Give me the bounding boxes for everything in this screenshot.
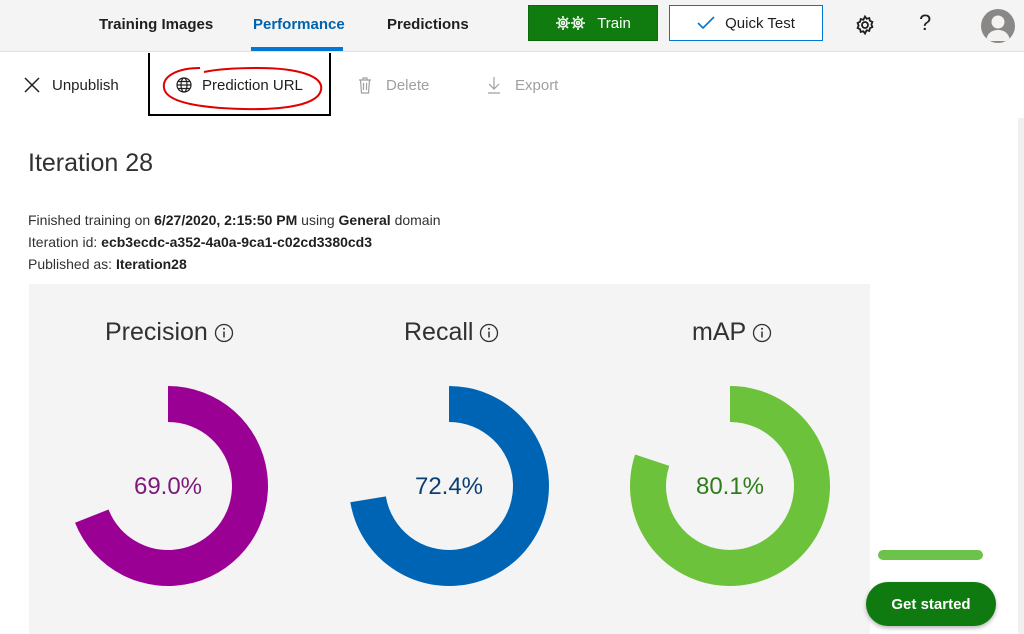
recall-title: Recall	[404, 318, 499, 347]
map-label: mAP	[692, 318, 747, 346]
published-label: Published as:	[28, 256, 116, 272]
download-arrow-icon	[488, 77, 500, 94]
domain-name: General	[338, 212, 391, 228]
tab-training-images[interactable]: Training Images	[99, 16, 214, 33]
tab-predictions[interactable]: Predictions	[387, 16, 469, 33]
published-as-line: Published as: Iteration28	[28, 256, 187, 272]
recall-label: Recall	[404, 318, 474, 346]
info-icon[interactable]	[752, 323, 772, 343]
close-icon	[24, 77, 40, 93]
top-navigation-bar: Training Images Performance Predictions …	[0, 0, 1024, 52]
tab-performance[interactable]: Performance	[253, 16, 345, 33]
precision-label: Precision	[105, 318, 208, 346]
help-button[interactable]: ?	[919, 10, 932, 35]
red-annotation-scribble	[162, 66, 323, 111]
info-icon[interactable]	[479, 323, 499, 343]
map-donut-chart: 80.1%	[630, 386, 830, 586]
focus-outline	[148, 53, 331, 116]
info-icon[interactable]	[214, 323, 234, 343]
trash-icon	[359, 76, 371, 94]
delete-button[interactable]: Delete	[358, 74, 429, 96]
finished-prefix: Finished training on	[28, 212, 155, 228]
quick-test-button[interactable]: Quick Test	[669, 5, 823, 41]
map-title: mAP	[692, 318, 772, 347]
map-value: 80.1%	[696, 473, 764, 500]
iteration-id-value: ecb3ecdc-a352-4a0a-9ca1-c02cd3380cd3	[101, 234, 373, 250]
checkmark-icon	[697, 16, 715, 30]
user-avatar[interactable]	[981, 9, 1015, 43]
active-tab-indicator	[251, 47, 343, 51]
get-started-button[interactable]: Get started	[866, 582, 996, 626]
unpublish-button[interactable]: Unpublish	[24, 74, 119, 96]
training-finished-line: Finished training on 6/27/2020, 2:15:50 …	[28, 212, 441, 228]
iteration-title: Iteration 28	[28, 149, 154, 177]
map-arc	[630, 386, 830, 586]
recall-value: 72.4%	[415, 473, 483, 500]
unpublish-label: Unpublish	[52, 76, 119, 94]
train-button[interactable]: Train	[528, 5, 658, 41]
finished-date: 6/27/2020, 2:15:50 PM	[154, 212, 298, 228]
precision-donut-chart: 69.0%	[75, 386, 268, 586]
quick-test-label: Quick Test	[725, 14, 795, 32]
gears-icon	[556, 16, 586, 30]
export-button[interactable]: Export	[487, 74, 558, 96]
export-label: Export	[515, 76, 559, 94]
published-value: Iteration28	[115, 256, 187, 272]
train-label: Train	[597, 14, 631, 32]
precision-arc	[75, 386, 268, 586]
recall-arc	[350, 386, 549, 586]
settings-gear-icon[interactable]	[853, 13, 877, 37]
prediction-url-label: Prediction URL	[202, 76, 303, 94]
iteration-id-label: Iteration id:	[28, 234, 102, 250]
recall-donut-chart: 72.4%	[350, 386, 549, 586]
precision-title: Precision	[105, 318, 234, 347]
delete-label: Delete	[386, 76, 430, 94]
iteration-id-line: Iteration id: ecb3ecdc-a352-4a0a-9ca1-c0…	[28, 234, 372, 250]
page-scrollbar[interactable]	[1018, 118, 1024, 634]
globe-icon	[176, 77, 192, 93]
using-text: using	[297, 212, 339, 228]
prediction-url-button[interactable]: Prediction URL	[176, 74, 303, 96]
domain-suffix: domain	[390, 212, 441, 228]
precision-value: 69.0%	[134, 473, 202, 500]
person-icon	[986, 15, 1010, 41]
get-started-progress-bar	[878, 550, 983, 560]
